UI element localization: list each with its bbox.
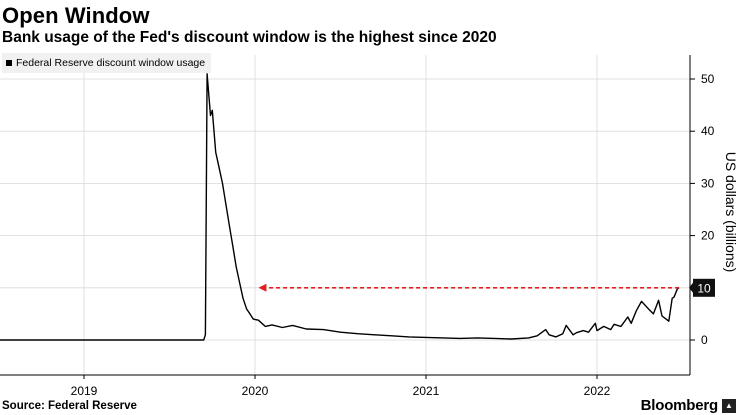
y-axis-label: US dollars (billions) xyxy=(723,152,739,273)
y-axis-ticks: 0 10 20 30 40 50 xyxy=(690,72,715,347)
legend-swatch xyxy=(6,60,12,66)
x-tick-label-2021: 2021 xyxy=(413,384,440,398)
chart-subtitle: Bank usage of the Fed's discount window … xyxy=(2,29,497,46)
annotation-arrowhead xyxy=(258,283,267,292)
series-layer xyxy=(0,73,680,341)
last-value-text: 10 xyxy=(697,281,711,295)
x-axis-ticks: 2019 2020 2021 2022 xyxy=(71,375,611,398)
brand-name: Bloomberg xyxy=(640,397,719,414)
series-line-0 xyxy=(0,73,680,341)
y-tick-label-40: 40 xyxy=(701,124,715,138)
source-note: Source: Federal Reserve xyxy=(2,400,137,412)
y-tick-label-30: 30 xyxy=(701,176,715,190)
last-value-label: 10 xyxy=(689,278,715,297)
last-value-badge xyxy=(693,278,715,297)
legend: Federal Reserve discount window usage xyxy=(2,53,212,73)
gridlines xyxy=(0,55,690,375)
x-tick-label-2022: 2022 xyxy=(584,384,611,398)
y-tick-label-0: 0 xyxy=(701,333,708,347)
bloomberg-logo-icon: ▲ xyxy=(722,399,736,413)
y-tick-label-50: 50 xyxy=(701,72,715,86)
y-tick-label-20: 20 xyxy=(701,229,715,243)
chart-title: Open Window xyxy=(2,3,150,28)
x-tick-label-2019: 2019 xyxy=(71,384,98,398)
x-tick-label-2020: 2020 xyxy=(242,384,269,398)
last-value-pointer xyxy=(689,282,693,293)
annotation-layer xyxy=(258,283,680,292)
legend-label: Federal Reserve discount window usage xyxy=(16,57,206,69)
